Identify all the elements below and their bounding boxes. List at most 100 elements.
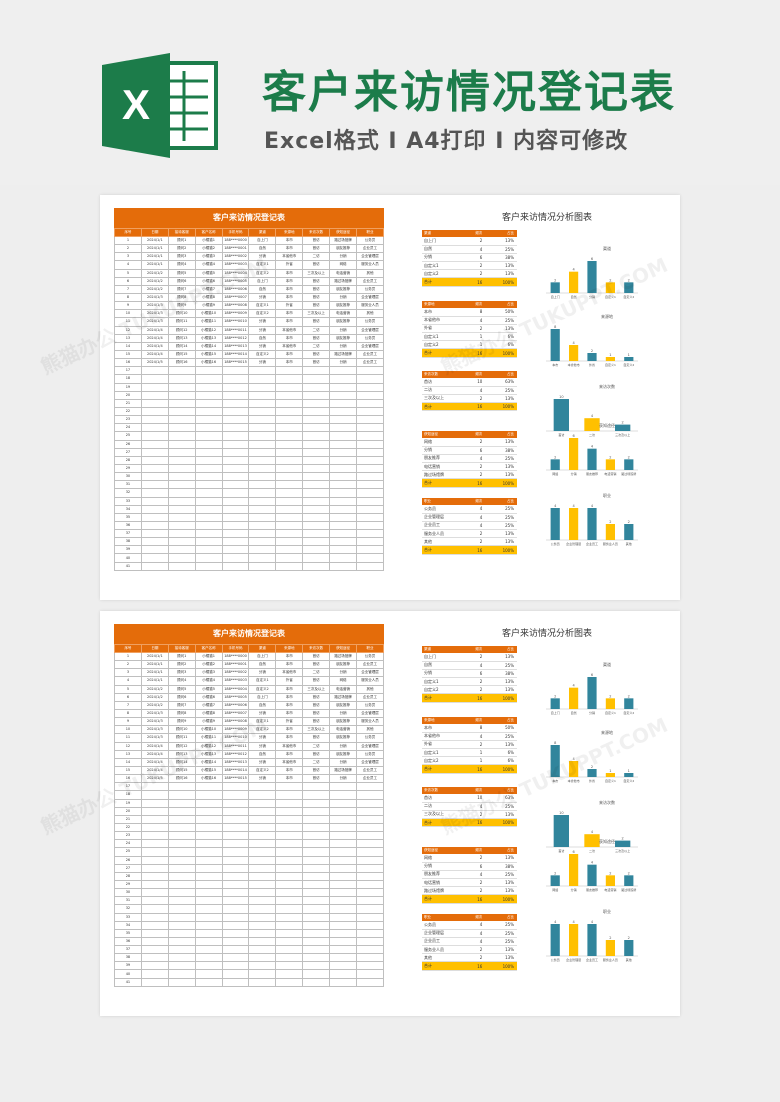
- stat-row[interactable]: 本省他市 4 25%: [422, 732, 517, 741]
- table-cell[interactable]: 外省: [275, 260, 304, 270]
- table-cell[interactable]: [221, 798, 250, 808]
- table-cell[interactable]: [140, 529, 169, 539]
- table-cell[interactable]: [167, 480, 196, 490]
- table-cell[interactable]: [194, 390, 223, 400]
- table-cell[interactable]: [275, 504, 304, 514]
- table-cell[interactable]: [194, 480, 223, 490]
- table-cell[interactable]: [329, 798, 358, 808]
- table-cell[interactable]: [221, 553, 250, 563]
- stat-row[interactable]: 其他 2 13%: [422, 537, 517, 547]
- table-cell[interactable]: 37: [114, 945, 142, 955]
- stat-cell[interactable]: 路过场馆牌: [422, 886, 454, 896]
- table-cell[interactable]: 本市: [275, 765, 304, 776]
- table-cell[interactable]: 2024/1/2: [140, 700, 169, 710]
- stat-cell[interactable]: 25%: [485, 661, 517, 670]
- stat-cell[interactable]: 13%: [485, 677, 517, 687]
- table-cell[interactable]: 网络: [329, 676, 358, 686]
- table-cell[interactable]: 顾问6: [167, 692, 196, 702]
- table-cell[interactable]: 本省他市: [275, 325, 304, 335]
- table-cell[interactable]: 小橘猫3: [194, 252, 223, 262]
- table-cell[interactable]: 小橘猫3: [194, 668, 223, 678]
- table-cell[interactable]: 顾问15: [167, 349, 196, 360]
- table-row[interactable]: 39: [114, 545, 384, 555]
- table-cell[interactable]: [329, 415, 358, 425]
- table-cell[interactable]: [329, 455, 358, 465]
- stat-cell[interactable]: 1: [453, 756, 486, 766]
- table-cell[interactable]: 36: [114, 520, 142, 531]
- table-cell[interactable]: [167, 488, 196, 498]
- stat-cell[interactable]: 25%: [485, 505, 517, 514]
- table-cell[interactable]: [194, 455, 223, 465]
- table-cell[interactable]: 2024/1/1: [140, 235, 169, 246]
- stat-cell[interactable]: 2: [453, 653, 486, 662]
- table-cell[interactable]: [140, 382, 169, 392]
- table-row[interactable]: 40: [114, 553, 384, 563]
- table-row[interactable]: 16 2024/1/5 顾问16 小橘猫16 188****0015 分销 本市 首访 分销 企业…: [114, 774, 384, 784]
- table-cell[interactable]: 188****0012: [221, 333, 250, 343]
- table-row[interactable]: 22: [114, 406, 384, 417]
- table-cell[interactable]: 分销: [329, 252, 358, 262]
- table-cell[interactable]: [329, 512, 358, 522]
- stat-cell[interactable]: 13%: [485, 740, 517, 750]
- table-row[interactable]: 29: [114, 879, 384, 890]
- table-cell[interactable]: [140, 496, 169, 506]
- table-cell[interactable]: 外省: [275, 301, 304, 311]
- stat-cell[interactable]: 自定义1: [422, 332, 454, 342]
- table-cell[interactable]: [140, 488, 169, 498]
- stat-cell[interactable]: 分销: [422, 862, 454, 871]
- table-cell[interactable]: [356, 423, 384, 433]
- table-cell[interactable]: 2024/1/4: [140, 349, 169, 360]
- table-row[interactable]: 33: [114, 496, 384, 506]
- table-cell[interactable]: [194, 839, 223, 849]
- table-cell[interactable]: 24: [114, 423, 142, 433]
- table-cell[interactable]: [329, 390, 358, 400]
- stat-cell[interactable]: 13%: [485, 537, 517, 547]
- table-row[interactable]: 36: [114, 520, 384, 531]
- table-row[interactable]: 26: [114, 439, 384, 449]
- table-cell[interactable]: [140, 545, 169, 555]
- table-cell[interactable]: [356, 439, 384, 449]
- table-cell[interactable]: 首访: [302, 244, 331, 254]
- table-cell[interactable]: 朋友推荐: [329, 660, 358, 670]
- stat-cell[interactable]: 6%: [485, 340, 517, 350]
- table-cell[interactable]: [275, 953, 304, 963]
- stat-row[interactable]: 本省他市 4 25%: [422, 316, 517, 325]
- table-cell[interactable]: 本市: [275, 692, 304, 702]
- table-cell[interactable]: [248, 455, 277, 465]
- table-cell[interactable]: 2024/1/4: [140, 341, 169, 351]
- table-cell[interactable]: [356, 822, 384, 833]
- table-cell[interactable]: [221, 545, 250, 555]
- table-cell[interactable]: [329, 463, 358, 474]
- table-cell[interactable]: 企业管理层: [356, 341, 384, 351]
- table-cell[interactable]: [275, 871, 304, 881]
- table-row[interactable]: 29: [114, 463, 384, 474]
- stat-row[interactable]: 首访 10 63%: [422, 794, 517, 803]
- table-cell[interactable]: 自定义2: [248, 309, 277, 319]
- table-cell[interactable]: 朋友推荐: [329, 284, 358, 294]
- table-cell[interactable]: [329, 871, 358, 881]
- table-cell[interactable]: 首访: [302, 284, 331, 294]
- table-cell[interactable]: 分销: [248, 358, 277, 368]
- table-cell[interactable]: [140, 945, 169, 955]
- table-cell[interactable]: [275, 790, 304, 800]
- table-cell[interactable]: 路过场馆牌: [329, 349, 358, 360]
- table-cell[interactable]: 6: [114, 276, 142, 286]
- table-cell[interactable]: [221, 415, 250, 425]
- table-cell[interactable]: 小橘猫2: [194, 244, 223, 254]
- table-cell[interactable]: [302, 806, 331, 816]
- table-cell[interactable]: [302, 520, 331, 531]
- table-cell[interactable]: [275, 945, 304, 955]
- table-row[interactable]: 19: [114, 382, 384, 392]
- table-cell[interactable]: [167, 896, 196, 906]
- stat-cell[interactable]: 路过场馆牌: [422, 470, 454, 480]
- table-cell[interactable]: 188****0000: [221, 235, 250, 246]
- table-cell[interactable]: [140, 814, 169, 824]
- table-cell[interactable]: [140, 553, 169, 563]
- table-cell[interactable]: 本市: [275, 725, 304, 735]
- stat-cell[interactable]: 自定义2: [422, 269, 454, 279]
- stat-cell[interactable]: 网络: [422, 438, 454, 447]
- table-cell[interactable]: 31: [114, 480, 142, 490]
- table-cell[interactable]: [329, 447, 358, 457]
- table-cell[interactable]: [302, 382, 331, 392]
- table-cell[interactable]: [248, 936, 277, 947]
